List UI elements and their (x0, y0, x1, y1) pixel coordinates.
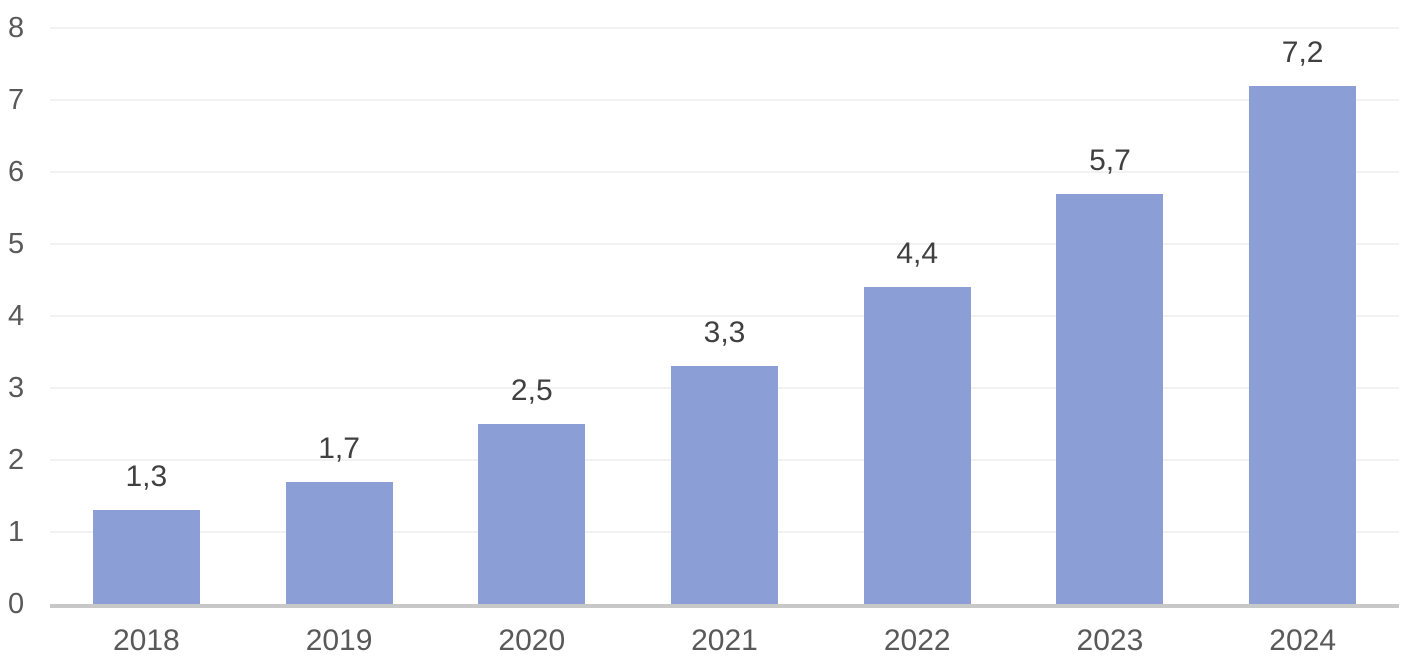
bar-value-label: 1,3 (125, 460, 168, 494)
gridline (50, 99, 1399, 101)
x-axis-tick-label: 2018 (112, 624, 180, 657)
bar-2018 (92, 510, 200, 604)
x-axis-tick-label: 2022 (883, 624, 951, 657)
gridline (50, 171, 1399, 173)
bar-value-label: 1,7 (318, 431, 360, 465)
x-axis-tick-label: 2021 (691, 624, 758, 657)
y-axis-tick-label: 5 (8, 228, 25, 260)
bar-2024 (1249, 85, 1357, 604)
bar-2020 (478, 424, 586, 604)
y-axis-tick-label: 8 (8, 12, 25, 44)
bar-value-label: 5,7 (1089, 143, 1131, 177)
x-axis-line (50, 604, 1399, 608)
bar-2019 (285, 481, 393, 604)
y-axis-tick-label: 3 (8, 372, 25, 404)
bar-value-label: 4,4 (896, 237, 939, 271)
y-axis-tick-label: 0 (8, 588, 25, 620)
x-axis-tick-label: 2019 (305, 624, 373, 657)
bar-value-label: 2,5 (510, 374, 553, 407)
y-axis-tick-label: 7 (8, 84, 25, 116)
gridline (50, 27, 1399, 29)
y-axis-tick-label: 2 (8, 444, 25, 476)
bar-value-label: 3,3 (703, 316, 746, 350)
y-axis-tick-label: 6 (8, 156, 25, 188)
bar-2021 (671, 366, 778, 604)
bar-2022 (863, 287, 971, 604)
x-axis-tick-label: 2024 (1269, 624, 1337, 657)
gridline (50, 315, 1399, 317)
y-axis-tick-label: 1 (8, 516, 25, 548)
y-axis-tick-label: 4 (8, 300, 25, 332)
x-axis-tick-label: 2023 (1076, 624, 1144, 657)
x-axis-tick-label: 2020 (498, 624, 566, 657)
bar-2023 (1056, 193, 1164, 604)
gridline (50, 243, 1399, 245)
bar-value-label: 7,2 (1281, 35, 1324, 69)
